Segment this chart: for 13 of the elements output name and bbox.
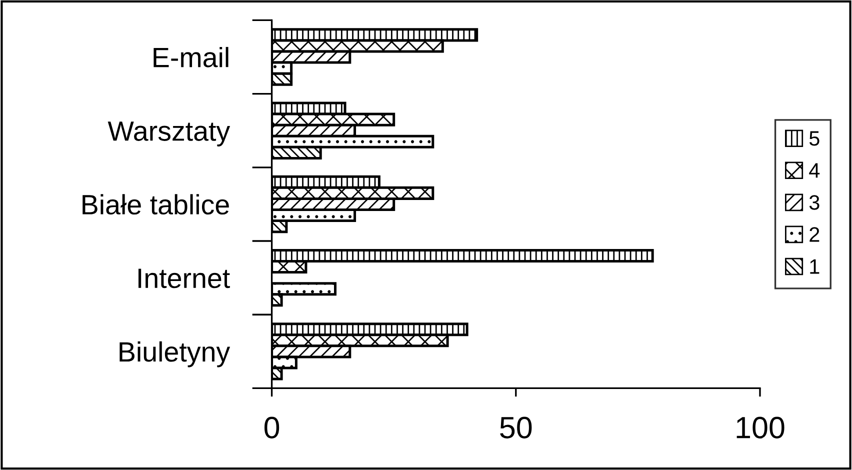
legend-label: 5 (809, 131, 820, 146)
legend-label: 3 (809, 195, 820, 210)
y-tick-label: Biuletyny (120, 341, 230, 368)
x-tick-label: 50 (500, 416, 532, 438)
y-tick-label: E-mail (154, 46, 228, 68)
x-tick-label: 100 (736, 416, 784, 438)
legend-label: 2 (810, 227, 820, 242)
legend-label: 1 (810, 259, 820, 274)
y-tick-label: Białe tablice (82, 194, 229, 215)
x-tick-label: 0 (264, 416, 280, 438)
y-tick-label: Internet (138, 268, 230, 288)
legend-label: 4 (809, 163, 820, 178)
y-tick-label: Warsztaty (108, 122, 230, 146)
